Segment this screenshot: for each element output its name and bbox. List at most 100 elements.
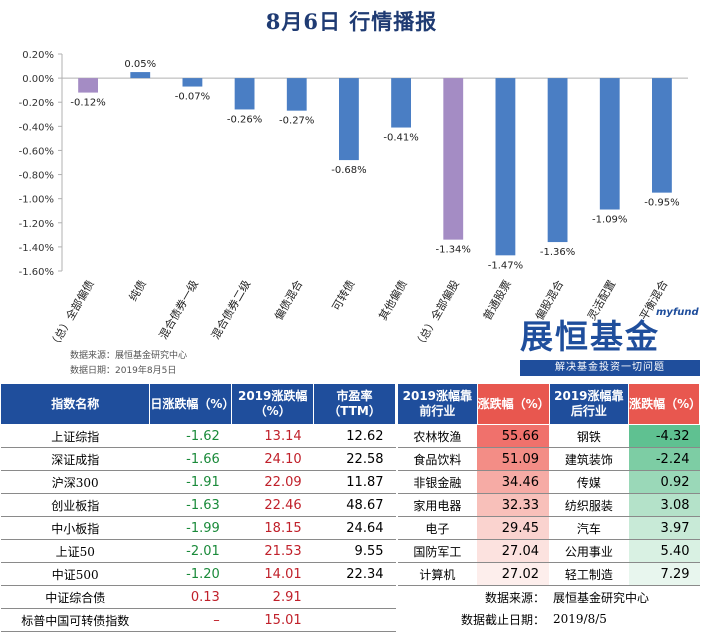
table-row: 深证成指 -1.66 24.10 22.58 [0, 447, 396, 471]
data-label: -0.95% [644, 198, 679, 209]
bar [443, 78, 464, 240]
table-row: 食品饮料 51.09 建筑装饰 -2.24 [397, 447, 700, 471]
day-change: -2.01 [149, 539, 232, 563]
bottom-change: 3.97 [628, 516, 700, 540]
top-change: 55.66 [477, 424, 549, 448]
y-tick-label: -1.60% [19, 267, 54, 278]
index-name: 中小板指 [0, 516, 150, 540]
ytd-change: 2.91 [231, 585, 314, 609]
y-tick-label: 0.00% [22, 74, 54, 85]
index-name: 创业板指 [0, 493, 150, 517]
data-label: -1.36% [540, 247, 575, 258]
top-change: 51.09 [477, 447, 549, 471]
x-tick-label: 偏债混合 [271, 278, 305, 323]
index-name: 深证成指 [0, 447, 150, 471]
footer-date-label: 数据截止日期： [460, 612, 545, 627]
source-note: 数据来源：展恒基金研究中心 [70, 351, 188, 361]
header-index-name: 指数名称 [0, 383, 151, 425]
data-label: 0.05% [124, 59, 156, 70]
ytd-change: 15.01 [231, 608, 314, 632]
day-change: -1.91 [149, 470, 232, 494]
pe-value: 11.87 [313, 470, 396, 494]
pe-value [313, 585, 396, 609]
bottom-industry: 钢铁 [549, 424, 629, 448]
table-row: 中证500 -1.20 14.01 22.34 [0, 562, 396, 586]
top-industry: 电子 [397, 516, 478, 540]
bottom-industry: 传媒 [549, 470, 629, 494]
bar [182, 78, 203, 87]
bottom-industry: 纺织服装 [549, 493, 629, 517]
table-row: 计算机 27.02 轻工制造 7.29 [397, 562, 700, 586]
x-tick-label: 灵活配置 [585, 278, 618, 323]
header-top-change: 涨跌幅（%） [476, 383, 550, 425]
page-title: 8月6日 行情播报 [265, 9, 438, 34]
bottom-change: 0.92 [628, 470, 700, 494]
logo: 展恒基金 [520, 317, 660, 356]
footer-source: 数据来源： 展恒基金研究中心 [398, 586, 700, 609]
table-row: 上证50 -2.01 21.53 9.55 [0, 539, 396, 563]
top-industry: 食品饮料 [397, 447, 478, 471]
top-change: 27.04 [477, 539, 549, 563]
x-tick-label: 偏股混合 [532, 278, 566, 323]
ytd-change: 22.46 [231, 493, 314, 517]
table-row: 中小板指 -1.99 18.15 24.64 [0, 516, 396, 540]
logo-slogan: 解决基金投资一切问题 [520, 360, 700, 376]
table-row: 沪深300 -1.91 22.09 11.87 [0, 470, 396, 494]
day-change: -1.99 [149, 516, 232, 540]
industry-table: 2019涨幅靠前行业 涨跌幅（%） 2019涨幅靠后行业 涨跌幅（%） 农林牧渔… [397, 383, 701, 630]
bottom-change: 3.08 [628, 493, 700, 517]
top-change: 34.46 [477, 470, 549, 494]
y-tick-label: -1.00% [19, 195, 54, 206]
index-name: 上证综指 [0, 424, 150, 448]
index-name: 沪深300 [0, 470, 150, 494]
date-note: 数据日期：2019年8月5日 [70, 366, 177, 376]
data-label: -0.68% [331, 165, 366, 176]
data-label: -0.41% [383, 133, 418, 144]
top-change: 27.02 [477, 562, 549, 586]
bottom-change: -4.32 [628, 424, 700, 448]
ytd-change: 24.10 [231, 447, 314, 471]
ytd-change: 13.14 [231, 424, 314, 448]
bottom-industry: 轻工制造 [549, 562, 629, 586]
table-row: 创业板指 -1.63 22.46 48.67 [0, 493, 396, 517]
bar [652, 78, 672, 193]
table-row: 电子 29.45 汽车 3.97 [397, 516, 700, 540]
top-change: 29.45 [477, 516, 549, 540]
header-bottom-change: 涨跌幅（%） [628, 383, 701, 425]
ytd-change: 21.53 [231, 539, 314, 563]
index-name: 标普中国可转债指数 [0, 608, 150, 632]
y-tick-label: -0.20% [19, 98, 54, 109]
index-name: 中证500 [0, 562, 150, 586]
table-row: 上证综指 -1.62 13.14 12.62 [0, 424, 396, 448]
footer-source-label: 数据来源： [484, 590, 545, 605]
top-industry: 计算机 [397, 562, 478, 586]
index-name: 上证50 [0, 539, 150, 563]
day-change: – [149, 608, 232, 632]
bottom-industry: 公用事业 [549, 539, 629, 563]
index-name: 中证综合债 [0, 585, 150, 609]
header-ytd-change: 2019涨跌幅（%） [231, 383, 315, 425]
x-tick-label: 可转债 [329, 278, 358, 314]
index-table: 指数名称 日涨跌幅（%） 2019涨跌幅（%） 市盈率（TTM） 上证综指 -1.… [0, 383, 396, 632]
x-tick-label: （总）全部偏股 [411, 278, 462, 352]
x-tick-label: 纯债 [126, 278, 149, 304]
bar-chart: 0.20% 0.00% -0.20% -0.40% -0.60% -0.80% -1.00%… [19, 50, 688, 352]
data-label: -0.26% [227, 114, 262, 125]
x-tick-label: 混合债券一级 [156, 278, 201, 342]
bar [339, 78, 359, 161]
footer-date: 数据截止日期： 2019/8/5 [398, 608, 700, 630]
bar [286, 78, 307, 111]
table-row: 农林牧渔 55.66 钢铁 -4.32 [397, 424, 700, 448]
top-change: 32.33 [477, 493, 549, 517]
footer-date-value: 2019/8/5 [553, 612, 607, 626]
header-day-change: 日涨跌幅（%） [149, 383, 234, 425]
pe-value: 22.58 [313, 447, 396, 471]
pe-value: 48.67 [313, 493, 396, 517]
header-bottom-industry: 2019涨幅靠后行业 [548, 383, 630, 425]
bottom-industry: 汽车 [549, 516, 629, 540]
ytd-change: 18.15 [231, 516, 314, 540]
bar [130, 72, 151, 79]
top-industry: 国防军工 [397, 539, 478, 563]
bottom-change: -2.24 [628, 447, 700, 471]
data-label: -1.34% [436, 245, 471, 256]
